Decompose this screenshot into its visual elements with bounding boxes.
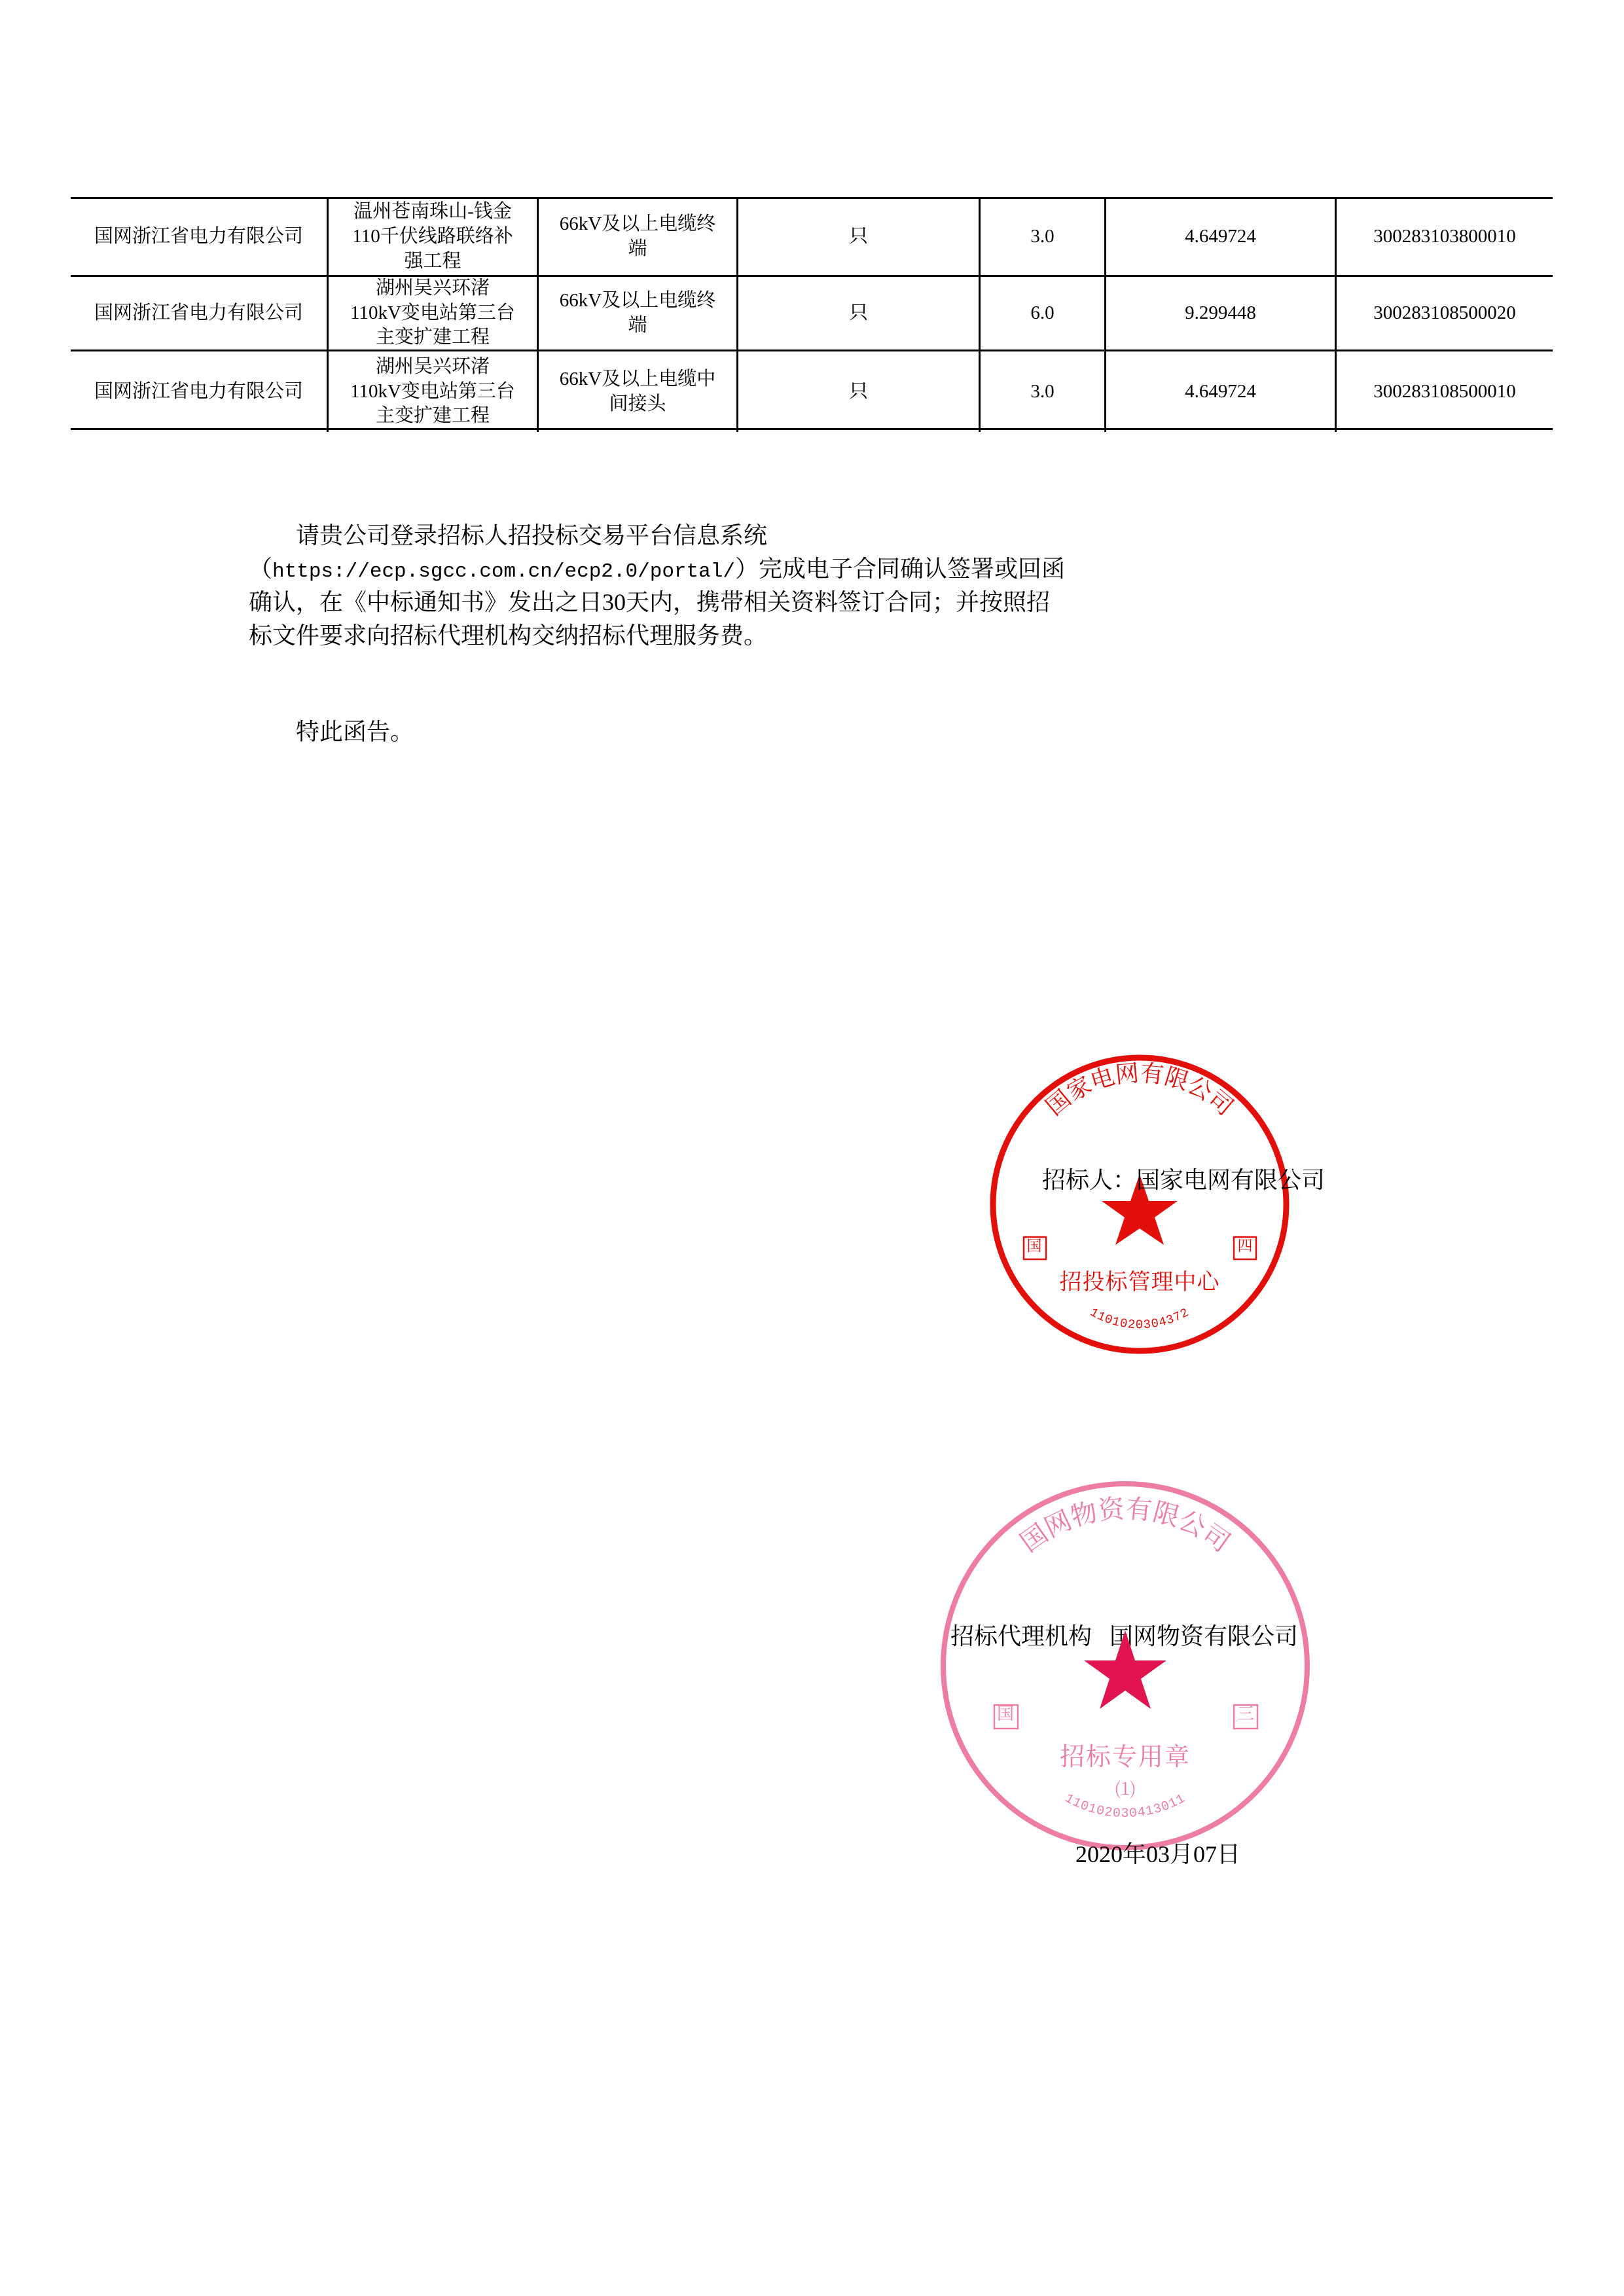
svg-text:招投标管理中心: 招投标管理中心 [1060, 1264, 1221, 1296]
svg-text:招标专用章: 招标专用章 [1060, 1736, 1191, 1772]
svg-text:三: 三 [1237, 1700, 1254, 1725]
svg-text:国网物资有限公司: 国网物资有限公司 [1011, 1488, 1238, 1559]
svg-text:国家电网有限公司: 国家电网有限公司 [1038, 1054, 1241, 1122]
svg-text:1101020304372: 1101020304372 [1087, 1305, 1191, 1332]
svg-text:(1): (1) [1114, 1776, 1136, 1800]
svg-text:国: 国 [997, 1700, 1014, 1725]
